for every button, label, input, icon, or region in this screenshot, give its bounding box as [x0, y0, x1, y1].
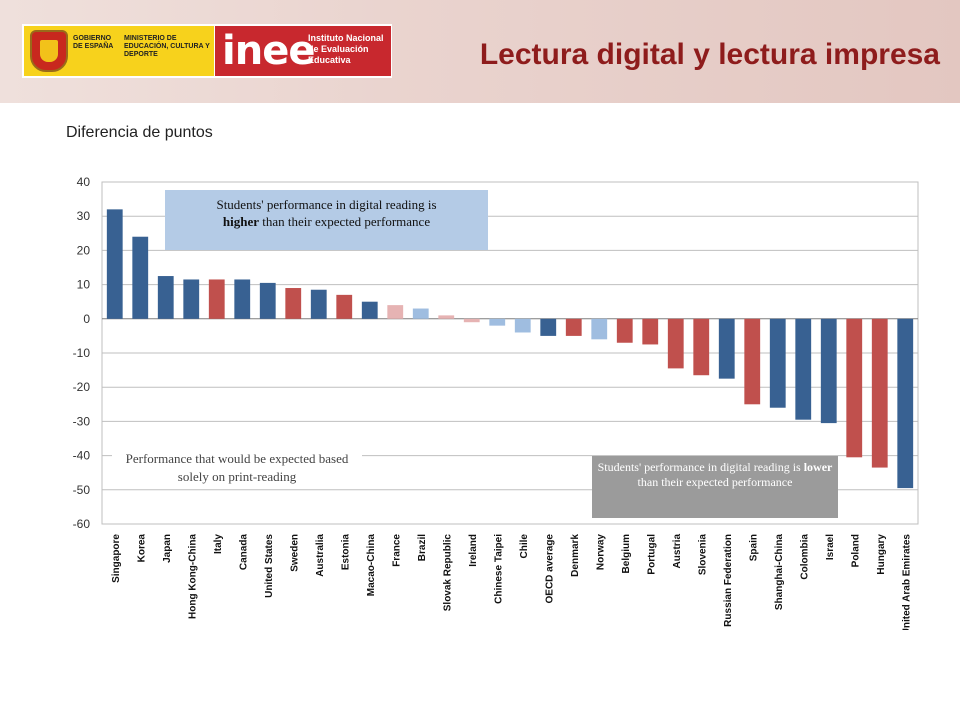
y-tick-label: -10 — [73, 346, 91, 360]
bar — [795, 318, 812, 420]
x-tick-label: Hungary — [876, 534, 887, 575]
x-tick-label: Slovenia — [697, 534, 708, 576]
y-tick-label: -50 — [73, 483, 91, 497]
annotation-lower-text-b: lower — [803, 460, 833, 474]
x-tick-label: Portugal — [646, 534, 657, 575]
x-tick-label: Italy — [213, 534, 224, 554]
y-tick-label: -20 — [73, 380, 91, 394]
y-tick-label: 20 — [77, 243, 91, 257]
bar — [642, 318, 659, 345]
bar — [157, 276, 174, 319]
x-tick-label: Russian Federation — [723, 534, 734, 627]
bar — [132, 236, 149, 319]
bar — [846, 318, 863, 458]
x-tick-label: Chile — [519, 534, 530, 559]
x-tick-label: Norway — [595, 534, 606, 571]
bar — [871, 318, 888, 468]
x-tick-label: Brazil — [417, 534, 428, 561]
y-tick-label: 10 — [77, 278, 91, 292]
chart-subtitle: Diferencia de puntos — [66, 124, 213, 141]
bar — [489, 318, 506, 326]
x-tick-label: Macao-China — [366, 534, 377, 597]
x-tick-label: Denmark — [570, 534, 581, 577]
bar — [285, 288, 302, 319]
bar — [387, 305, 404, 319]
annotation-higher-text-c: than their expected performance — [259, 214, 431, 229]
inee-logo — [215, 26, 391, 76]
y-tick-label: -30 — [73, 414, 91, 428]
x-tick-label: Australia — [315, 534, 326, 577]
x-tick-label: OECD average — [544, 534, 555, 604]
page-title: Lectura digital y lectura impresa — [479, 38, 940, 71]
bar — [412, 308, 429, 319]
annotation-lower-text-c: than their expected performance — [637, 475, 793, 489]
bar — [565, 318, 582, 336]
x-axis-labels: Singapore Korea Japan Hong Kong-China Italy C… — [111, 534, 913, 630]
bar — [591, 318, 608, 340]
bar — [208, 279, 225, 319]
inee-label: Instituto Nacional de Evaluación Educati… — [308, 33, 384, 65]
annotation-higher-text-b: higher — [222, 214, 260, 229]
x-tick-label: Singapore — [111, 534, 122, 583]
bar — [616, 318, 633, 343]
coat-of-arms-icon — [30, 30, 68, 72]
x-tick-label: United States — [264, 534, 275, 598]
bar — [769, 318, 786, 408]
x-tick-label: Colombia — [799, 534, 810, 580]
bar — [106, 209, 123, 319]
x-tick-label: Korea — [136, 534, 147, 563]
x-tick-label: Poland — [850, 534, 861, 567]
bar — [744, 318, 761, 405]
x-tick-label: Austria — [672, 534, 683, 569]
x-tick-label: Sweden — [289, 534, 300, 572]
bar — [718, 318, 735, 379]
annotation-lower: Students' performance in digital reading… — [592, 456, 838, 518]
bar — [463, 318, 480, 323]
x-tick-label: Canada — [238, 534, 249, 571]
y-tick-label: -40 — [73, 449, 91, 463]
government-label: GOBIERNO DE ESPAÑA — [73, 35, 114, 50]
y-axis-ticks: 40 30 20 10 0 -10 -20 -30 -40 -50 -60 — [73, 175, 91, 531]
bar — [438, 315, 455, 319]
bar — [183, 279, 200, 319]
y-tick-label: 30 — [77, 209, 91, 223]
bar — [234, 279, 251, 319]
inee-logo-mark: inee — [222, 28, 315, 74]
x-tick-label: Spain — [748, 534, 759, 561]
bar — [667, 318, 684, 369]
y-tick-label: 40 — [77, 175, 91, 189]
annotation-lower-text-a: Students' performance in digital reading… — [597, 460, 804, 474]
y-tick-label: 0 — [83, 312, 90, 326]
bars — [106, 209, 914, 489]
bar — [336, 294, 353, 319]
x-tick-label: France — [391, 534, 402, 567]
bar — [540, 318, 557, 336]
x-tick-label: Hong Kong-China — [187, 534, 198, 619]
y-tick-label: -60 — [73, 517, 91, 531]
x-tick-label: Ireland — [468, 534, 479, 567]
x-tick-label: Chinese Taipei — [493, 534, 504, 604]
x-tick-label: United Arab Emirates — [901, 534, 912, 630]
annotation-expected: Performance that would be expected based… — [112, 450, 362, 486]
bar — [310, 289, 327, 319]
x-tick-label: Israel — [825, 534, 836, 560]
bar — [361, 301, 378, 319]
x-tick-label: Estonia — [340, 534, 351, 571]
bar — [897, 318, 914, 489]
x-tick-label: Belgium — [621, 534, 632, 574]
x-tick-label: Shanghai-China — [774, 534, 785, 611]
annotation-higher-text-a: Students' performance in digital reading… — [216, 197, 437, 212]
bar — [693, 318, 710, 376]
x-tick-label: Slovak Republic — [442, 534, 453, 612]
ministry-label: MINISTERIO DE EDUCACIÓN, CULTURA Y DEPOR… — [124, 35, 210, 58]
x-tick-label: Japan — [162, 534, 173, 563]
bar — [514, 318, 531, 333]
bar — [259, 282, 276, 319]
bar — [820, 318, 837, 424]
annotation-higher: Students' performance in digital reading… — [165, 190, 488, 250]
